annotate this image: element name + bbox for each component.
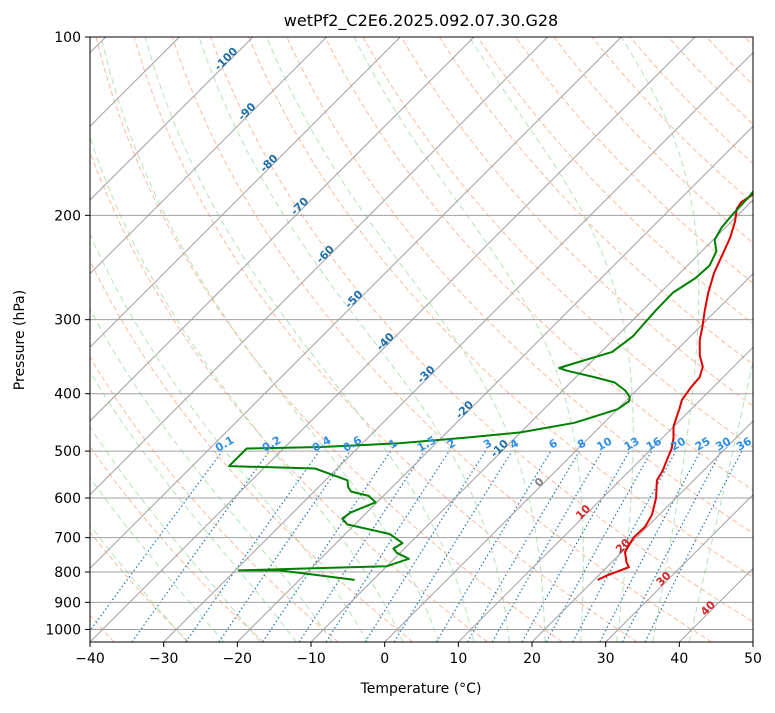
y-tick-label: 200 (54, 208, 81, 224)
isotherm-line (16, 37, 621, 642)
x-tick-label: −10 (296, 651, 326, 667)
mixing-ratio-line (546, 451, 651, 642)
isotherm-label: 40 (698, 598, 718, 618)
dry-adiabat (20, 37, 413, 642)
dry-adiabat (0, 37, 189, 642)
isotherm-line (753, 37, 775, 642)
dry-adiabat (0, 37, 338, 642)
isotherm-line (385, 37, 775, 642)
moist-adiabat (470, 37, 634, 642)
isotherm-label: -70 (288, 194, 311, 217)
x-axis-ticks: −40 −30 −20 −10 0 10 20 30 40 50 (75, 642, 762, 667)
moist-adiabat (5, 37, 332, 642)
isotherm-line (164, 37, 769, 642)
dry-adiabat (172, 37, 711, 642)
moist-adiabat (689, 37, 775, 642)
x-tick-label: 20 (523, 651, 541, 667)
isotherm-line (0, 37, 327, 642)
x-tick-label: 0 (380, 651, 389, 667)
y-tick-label: 900 (54, 595, 81, 611)
mixing-ratio-label: 4 (508, 436, 521, 451)
isotherm-label: -80 (257, 152, 280, 175)
isotherm-line (0, 37, 474, 642)
dry-adiabat (363, 37, 775, 642)
y-tick-label: 1000 (45, 622, 81, 638)
x-tick-label: −30 (149, 651, 179, 667)
y-tick-label: 100 (54, 30, 81, 46)
x-tick-label: 50 (744, 651, 762, 667)
y-axis-label: Pressure (hPa) (12, 290, 28, 390)
isotherm-line (0, 37, 400, 642)
x-tick-label: 40 (670, 651, 688, 667)
x-tick-label: 10 (449, 651, 467, 667)
isotherm-label: -60 (314, 242, 337, 265)
mixing-ratio-line (263, 451, 391, 642)
isotherm-line (237, 37, 775, 642)
y-axis-ticks: 100 200 300 400 500 600 700 800 900 1000 (45, 30, 90, 638)
moist-adiabat (0, 37, 260, 642)
line-labels: -100-90-80-70-60-50-40-30-20-10010203040… (212, 44, 755, 618)
isotherm-label: -50 (342, 288, 365, 311)
y-tick-label: 400 (54, 387, 81, 403)
x-tick-label: 30 (597, 651, 615, 667)
pressure-gridlines (90, 37, 753, 629)
isotherm-label: -20 (453, 398, 476, 421)
dry-adiabat (707, 37, 775, 642)
isotherm-label: -100 (212, 44, 241, 73)
mixing-ratio-label: 6 (547, 436, 560, 451)
dry-adiabat (58, 37, 488, 642)
y-tick-label: 600 (54, 491, 81, 507)
y-tick-label: 500 (54, 444, 81, 460)
isotherm-label: 20 (613, 536, 633, 556)
mixing-ratio-line (82, 451, 223, 642)
moist-adiabat (0, 37, 187, 642)
dry-adiabat (0, 37, 264, 642)
y-tick-label: 300 (54, 313, 81, 329)
dry-adiabat (516, 37, 775, 642)
y-tick-label: 800 (54, 565, 81, 581)
mixing-ratio-line (219, 451, 350, 642)
y-tick-label: 700 (54, 531, 81, 547)
moist-adiabat (33, 37, 368, 642)
chart-title: wetPf2_C2E6.2025.092.07.30.G28 (284, 11, 558, 31)
mixing-ratio-line (299, 451, 424, 642)
dry-adiabat (745, 37, 775, 642)
isotherm-line (0, 37, 253, 642)
isotherm-label: -40 (374, 330, 397, 353)
moist-adiabat (64, 37, 403, 642)
dry-adiabat (554, 37, 775, 642)
isotherm-line (679, 37, 775, 642)
x-tick-label: −20 (223, 651, 253, 667)
dry-adiabat (668, 37, 775, 642)
isotherm-label: -30 (414, 363, 437, 386)
isotherm-line (532, 37, 775, 642)
x-axis-label: Temperature (°C) (360, 681, 482, 697)
x-tick-label: −40 (75, 651, 105, 667)
